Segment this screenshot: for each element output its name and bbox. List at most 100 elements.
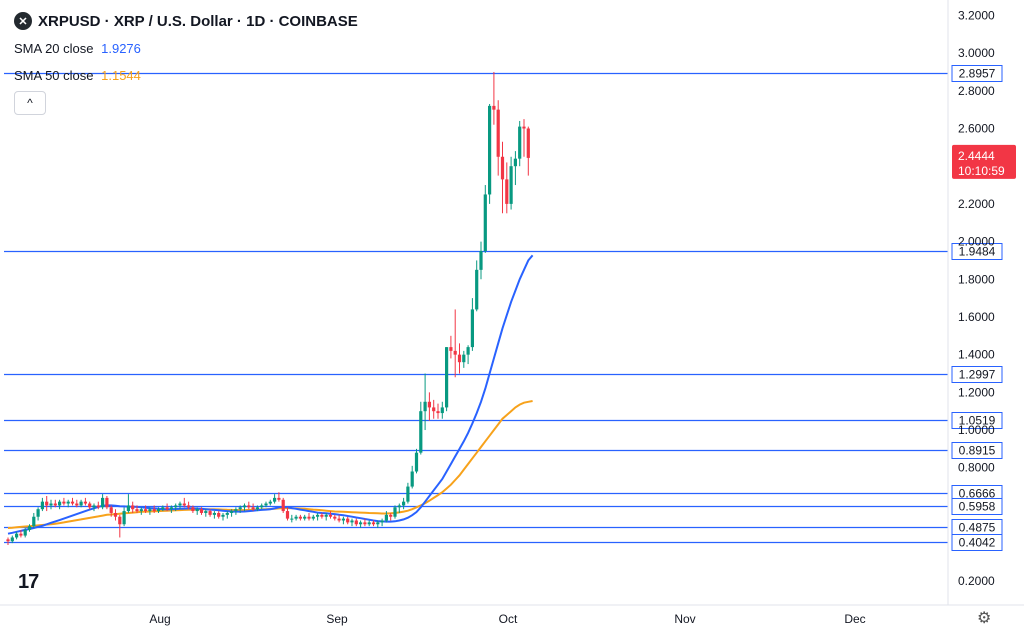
level-price-tag[interactable] xyxy=(951,442,1003,459)
candle-body[interactable] xyxy=(311,516,315,519)
candle-body[interactable] xyxy=(376,522,380,525)
candle-body[interactable] xyxy=(393,507,397,517)
level-price-tag[interactable] xyxy=(951,243,1003,260)
candle-body[interactable] xyxy=(225,512,229,515)
candle-body[interactable] xyxy=(36,509,40,517)
candle-body[interactable] xyxy=(182,503,186,506)
candle-body[interactable] xyxy=(10,537,14,542)
candle-body[interactable] xyxy=(453,350,457,355)
candle-body[interactable] xyxy=(414,452,419,472)
candle-body[interactable] xyxy=(406,486,410,502)
candle-body[interactable] xyxy=(75,503,79,506)
candle-body[interactable] xyxy=(53,503,57,506)
level-price-tag[interactable] xyxy=(951,498,1003,515)
candle-body[interactable] xyxy=(79,501,83,506)
candle-body[interactable] xyxy=(496,109,500,157)
candle-body[interactable] xyxy=(45,501,49,506)
candle-body[interactable] xyxy=(199,509,204,513)
candle-body[interactable] xyxy=(346,518,350,523)
candle-body[interactable] xyxy=(307,516,311,519)
candle-body[interactable] xyxy=(423,401,427,412)
candle-body[interactable] xyxy=(445,347,449,408)
candle-body[interactable] xyxy=(518,126,522,159)
candle-body[interactable] xyxy=(139,509,143,512)
candle-body[interactable] xyxy=(505,179,509,204)
candle-body[interactable] xyxy=(105,497,109,508)
level-price-tag[interactable] xyxy=(951,65,1003,82)
candle-body[interactable] xyxy=(156,509,161,512)
candle-body[interactable] xyxy=(148,509,152,512)
candle-body[interactable] xyxy=(135,509,139,512)
candle-body[interactable] xyxy=(316,514,320,517)
candle-body[interactable] xyxy=(354,520,358,525)
candle-body[interactable] xyxy=(380,520,384,523)
sma20-legend[interactable]: SMA 20 close 1.9276 xyxy=(14,41,141,56)
candle-body[interactable] xyxy=(126,505,130,512)
candle-body[interactable] xyxy=(268,501,272,504)
candle-body[interactable] xyxy=(66,501,70,504)
candle-body[interactable] xyxy=(161,507,165,510)
candle-body[interactable] xyxy=(285,511,290,519)
candle-body[interactable] xyxy=(440,407,444,414)
candle-body[interactable] xyxy=(363,522,367,525)
candle-body[interactable] xyxy=(350,520,354,523)
candle-body[interactable] xyxy=(324,514,328,517)
candle-body[interactable] xyxy=(359,522,363,525)
candle-body[interactable] xyxy=(470,309,474,348)
candle-body[interactable] xyxy=(32,516,36,527)
candle-body[interactable] xyxy=(410,471,414,487)
candle-body[interactable] xyxy=(475,269,479,310)
candle-body[interactable] xyxy=(488,105,492,195)
candle-body[interactable] xyxy=(513,158,517,167)
candle-body[interactable] xyxy=(144,509,148,512)
candle-body[interactable] xyxy=(212,512,216,515)
candle-body[interactable] xyxy=(273,497,277,502)
candle-body[interactable] xyxy=(174,505,178,508)
candle-body[interactable] xyxy=(109,507,113,513)
level-price-tag[interactable] xyxy=(951,366,1003,383)
last-price-tag[interactable] xyxy=(952,144,1016,179)
candle-body[interactable] xyxy=(479,251,483,270)
candle-body[interactable] xyxy=(92,505,96,508)
candle-body[interactable] xyxy=(221,514,225,517)
candle-body[interactable] xyxy=(49,503,53,506)
candle-body[interactable] xyxy=(208,511,212,515)
candle-body[interactable] xyxy=(449,347,453,351)
candle-body[interactable] xyxy=(337,518,341,521)
candle-body[interactable] xyxy=(522,126,526,129)
candle-body[interactable] xyxy=(384,514,388,521)
candle-body[interactable] xyxy=(255,507,259,510)
candle-body[interactable] xyxy=(526,128,530,158)
candle-body[interactable] xyxy=(247,505,251,508)
candle-body[interactable] xyxy=(27,526,32,530)
candle-body[interactable] xyxy=(320,514,324,517)
candle-body[interactable] xyxy=(131,505,135,510)
candle-body[interactable] xyxy=(371,522,376,525)
candle-body[interactable] xyxy=(15,533,19,538)
sma50-legend[interactable]: SMA 50 close 1.1544 xyxy=(14,68,141,83)
collapse-legend-button[interactable]: ^ xyxy=(14,91,46,115)
candle-body[interactable] xyxy=(70,501,75,504)
candle-body[interactable] xyxy=(419,411,423,453)
sma20-line[interactable] xyxy=(7,254,534,535)
symbol-header[interactable]: ✕ XRPUSD · XRP / U.S. Dollar · 1D · COIN… xyxy=(14,12,358,30)
candle-body[interactable] xyxy=(169,507,173,510)
candle-body[interactable] xyxy=(333,516,337,519)
candle-body[interactable] xyxy=(341,518,345,521)
candle-body[interactable] xyxy=(195,509,199,512)
candle-body[interactable] xyxy=(88,503,92,508)
candle-body[interactable] xyxy=(187,505,191,508)
candle-body[interactable] xyxy=(217,512,221,517)
candle-body[interactable] xyxy=(242,505,247,508)
candle-body[interactable] xyxy=(389,514,393,517)
level-price-tag[interactable] xyxy=(951,412,1003,429)
candle-body[interactable] xyxy=(122,511,126,525)
candle-body[interactable] xyxy=(432,407,436,412)
candle-body[interactable] xyxy=(165,507,169,510)
candle-body[interactable] xyxy=(152,509,156,512)
candle-body[interactable] xyxy=(281,499,285,512)
candle-body[interactable] xyxy=(264,503,268,506)
candle-body[interactable] xyxy=(204,511,208,513)
